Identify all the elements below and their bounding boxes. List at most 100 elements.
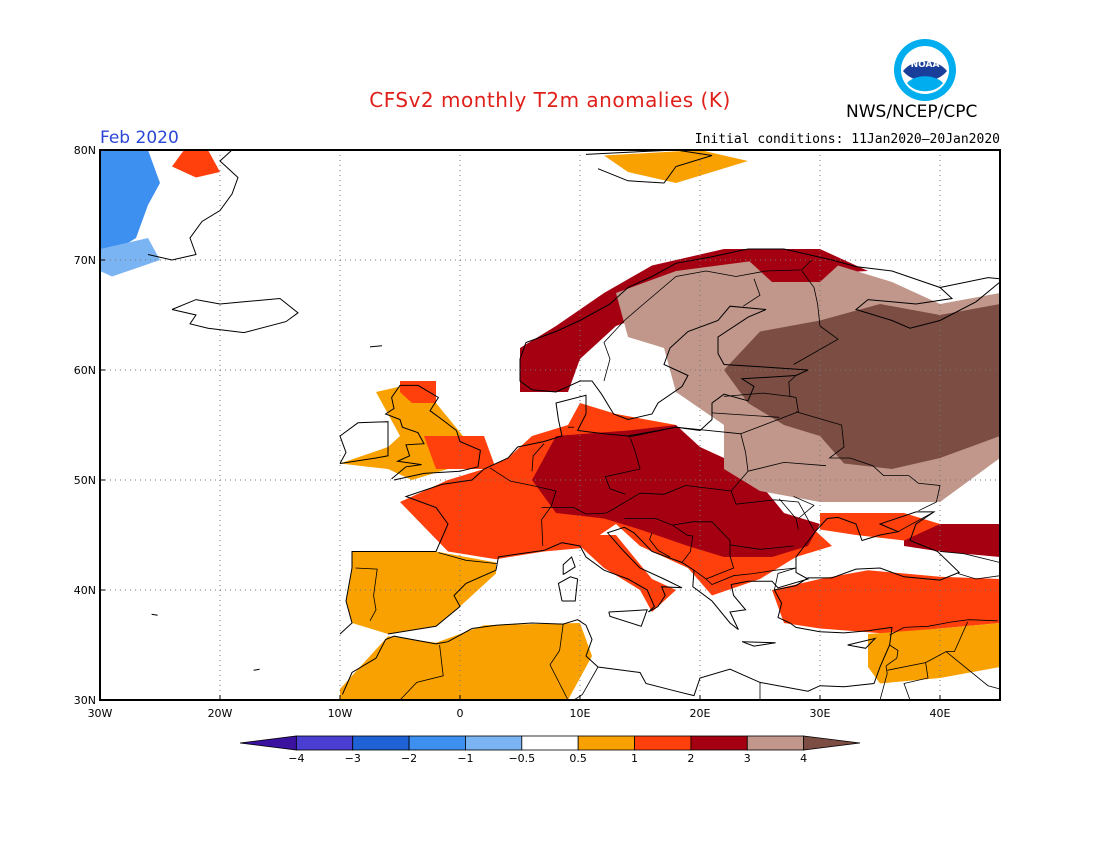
coastlines	[147, 149, 1001, 697]
map-frame	[99, 149, 1001, 701]
country-border	[742, 278, 761, 307]
legend-swatch	[746, 735, 805, 751]
legend-tick-label: 0.5	[569, 752, 587, 765]
country-border	[672, 524, 694, 563]
anomaly-region-russia-extreme	[724, 304, 1000, 469]
anomaly-region-caucasus-hot	[904, 524, 1000, 557]
x-tick-label: 20E	[690, 707, 711, 720]
coastline	[939, 277, 1001, 288]
forecast-period: Feb 2020	[100, 128, 179, 148]
y-tick-label: 60N	[74, 364, 96, 377]
x-tick-label: 0	[457, 707, 464, 720]
x-tick-label: 20W	[208, 707, 233, 720]
legend-swatch	[577, 735, 635, 751]
anomaly-region-central-europe-hot	[532, 425, 820, 557]
legend-tick-label: 3	[744, 752, 751, 765]
country-border	[778, 498, 799, 530]
legend-swatch	[803, 735, 861, 751]
anomaly-region-greenland-cold-edge	[100, 238, 160, 277]
y-tick-label: 70N	[74, 254, 96, 267]
legend-tick-label: 2	[687, 752, 694, 765]
country-border	[624, 518, 735, 580]
anomaly-region-greenland-cold-core	[100, 150, 160, 260]
country-border	[793, 496, 815, 519]
country-border	[604, 438, 641, 495]
coastline	[384, 384, 481, 481]
legend-swatch	[239, 735, 297, 751]
coastline	[557, 576, 579, 602]
coastline	[147, 149, 239, 261]
country-border	[541, 485, 815, 531]
legend-swatch	[634, 735, 692, 751]
y-tick-label: 40N	[74, 584, 96, 597]
country-border	[793, 270, 839, 365]
x-tick-label: 30E	[810, 707, 831, 720]
country-border	[355, 567, 378, 621]
country-border	[603, 259, 812, 382]
anomaly-region-italy-warm	[580, 535, 676, 612]
legend-swatch	[465, 735, 523, 751]
country-border	[939, 551, 1001, 563]
legend-swatch	[690, 735, 748, 751]
country-border	[705, 567, 797, 585]
legend-swatch	[521, 735, 579, 751]
country-border	[774, 567, 797, 591]
anomaly-region-black-sea-north-warm	[820, 513, 940, 541]
x-tick-label: 30W	[88, 707, 113, 720]
noaa-logo: NOAA	[894, 39, 956, 101]
country-border	[549, 624, 569, 701]
country-border	[957, 573, 1001, 580]
country-border	[925, 621, 968, 663]
x-tick-label: 40E	[930, 707, 951, 720]
anomaly-region-greenland-east-warm	[172, 150, 220, 178]
country-border	[795, 411, 941, 512]
x-tick-label: 10E	[570, 707, 591, 720]
anomaly-region-turkey-warm	[772, 570, 1000, 634]
country-border	[627, 426, 749, 492]
x-tick-label: 10W	[328, 707, 353, 720]
country-border	[729, 544, 794, 550]
y-tick-label: 80N	[74, 144, 96, 157]
coastline	[339, 421, 389, 464]
legend-swatch	[352, 735, 410, 751]
coastline	[171, 297, 299, 334]
y-tick-label: 50N	[74, 474, 96, 487]
country-border	[879, 665, 888, 701]
anomaly-fills	[100, 150, 1000, 700]
anomaly-region-england-warm	[424, 436, 496, 469]
country-border	[945, 651, 1001, 690]
country-border	[438, 552, 498, 564]
country-border	[649, 532, 671, 558]
country-border	[887, 662, 929, 701]
y-tick-label: 30N	[74, 694, 96, 707]
country-borders	[355, 259, 1001, 701]
coastline	[741, 641, 776, 647]
country-border	[723, 392, 791, 397]
coastline	[608, 609, 648, 627]
legend-swatch	[295, 735, 354, 751]
legend-swatch	[408, 735, 466, 751]
anomaly-region-scotland-warm	[400, 381, 436, 403]
coastline	[369, 345, 383, 348]
legend-tick-label: −3	[345, 752, 361, 765]
country-border	[897, 511, 935, 533]
coastline	[585, 149, 713, 184]
legend-tick-label: 1	[631, 752, 638, 765]
anomaly-region-nw-africa-warm	[340, 623, 592, 700]
country-border	[399, 644, 444, 701]
country-border	[573, 666, 599, 701]
map-title: CFSv2 monthly T2m anomalies (K)	[369, 88, 731, 112]
legend-tick-label: −0.5	[508, 752, 535, 765]
country-border	[711, 412, 780, 418]
coastline	[253, 668, 260, 671]
agency-label: NWS/NCEP/CPC	[846, 102, 978, 122]
coastline	[341, 511, 961, 697]
logo-text: NOAA	[911, 60, 940, 70]
coastline	[151, 613, 158, 616]
color-legend: −4 −3 −2 −1 −0.5 0.5 1 2 3 4	[239, 735, 861, 765]
country-border	[747, 461, 827, 472]
country-border	[531, 443, 545, 472]
coastline	[339, 248, 1001, 635]
legend-tick-label: −4	[288, 752, 304, 765]
